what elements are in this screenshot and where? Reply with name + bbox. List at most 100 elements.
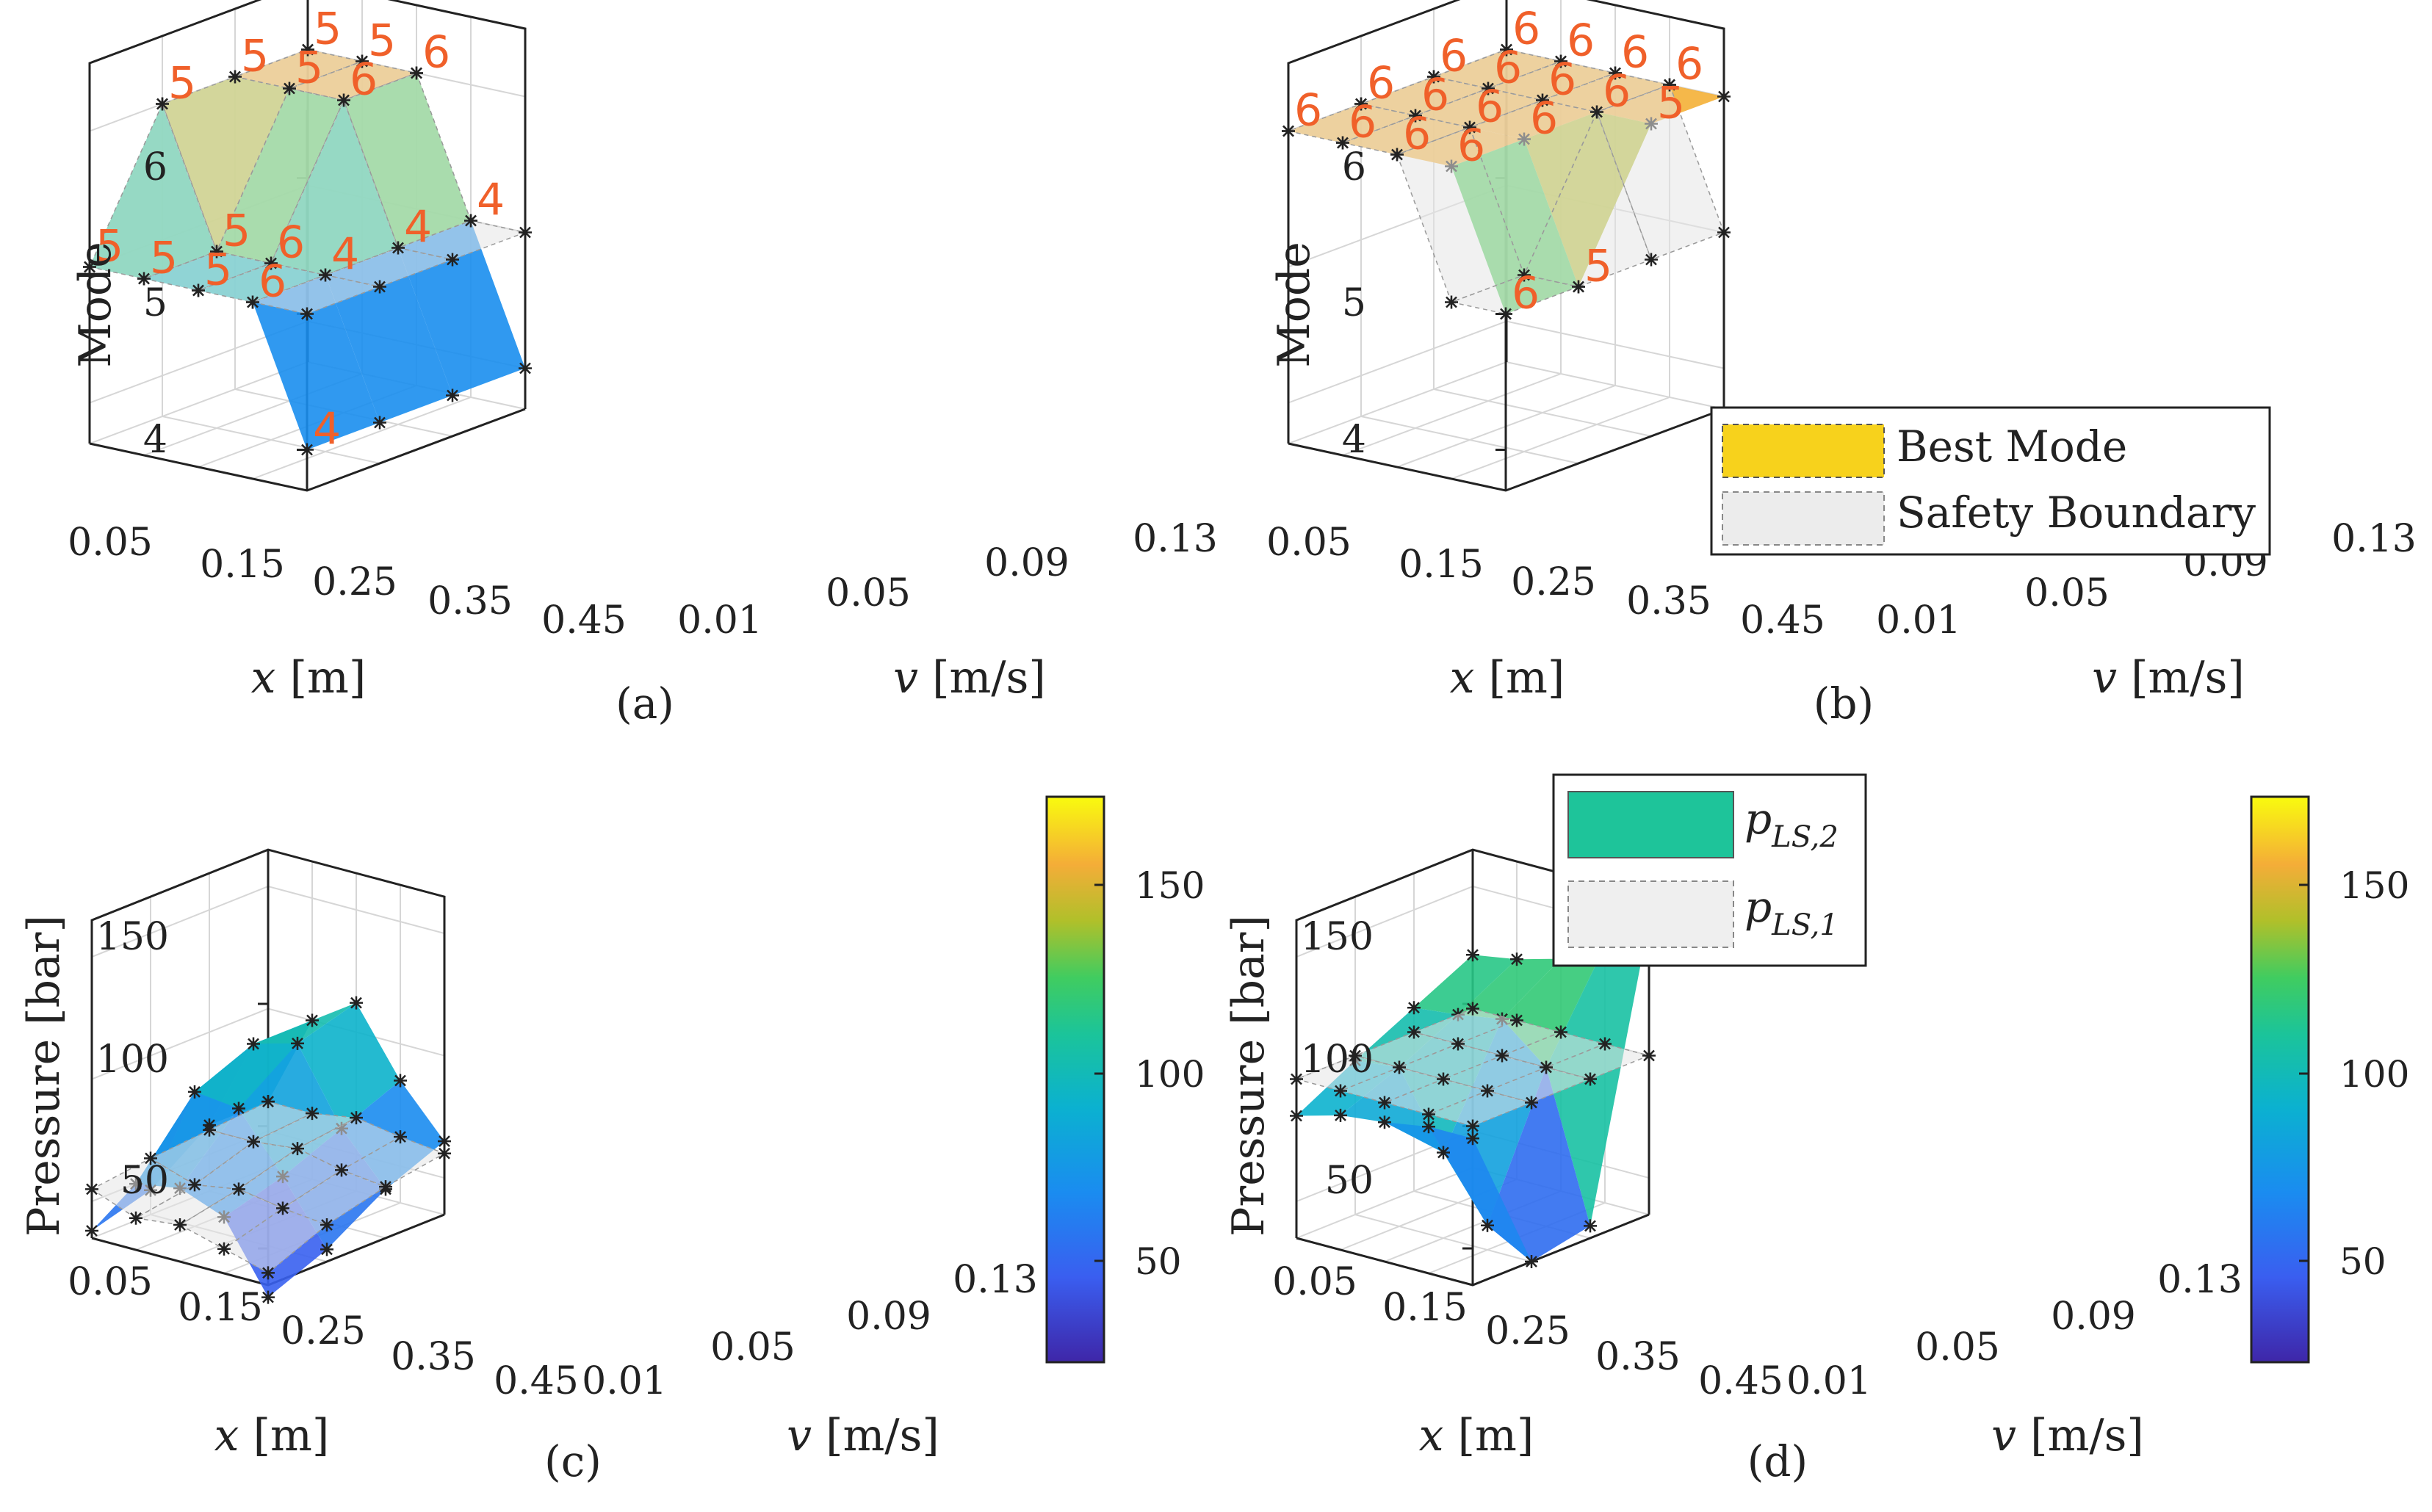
panel-a-grid-marker [446,388,459,402]
panel-a-mode-label: 5 [223,206,250,257]
panel-a-mode-label: 5 [295,43,323,94]
panel-a-x-label: x [m] [251,652,367,703]
panel-d-grid-marker [1451,1037,1465,1051]
panel-a-grid-marker [83,260,96,274]
panel-d-legend-pls1: pLS,1 [1744,882,1839,942]
panel-b-mode-label: 6 [1621,27,1649,79]
panel-b-mode-label: 6 [1403,109,1431,160]
panel-b-x-label: x [m] [1450,652,1565,703]
panel-d-grid-marker [1525,1096,1538,1110]
panel-d-y-label: v [m/s] [1991,1410,2144,1461]
panel-c-boundary-patch [207,1101,314,1143]
panel-d-grid-marker [1437,1146,1450,1160]
panel-c-grid-marker [203,1123,216,1137]
panel-a-x-tick: 0.05 [68,521,153,565]
panel-d-colorbar-tick: 100 [2339,1053,2409,1096]
panel-a-mode-label: 4 [477,175,505,226]
panel-c-y-label: v [m/s] [787,1410,939,1461]
panel-b-legend-boundary: Safety Boundary [1897,488,2256,538]
panel-a-grid-marker [156,97,169,111]
panel-b-mode-label: 6 [1494,43,1522,94]
panel-a-grid-marker [337,93,350,107]
panel-a-y-tick: 0.01 [677,598,762,643]
panel-c-x-tick: 0.15 [178,1286,263,1330]
panel-d-legend-pls1-sub: LS,1 [1771,908,1839,942]
panel-d-floor-grid [1296,1167,1473,1239]
panel-c-grid-marker [173,1218,187,1232]
panel-c-grid-marker [335,1163,348,1177]
panel-c-y-unit: [m/s] [826,1410,939,1461]
panel-b-z-tick: 5 [1342,281,1366,325]
panel-d-colorbar-tick: 150 [2339,864,2409,907]
panel-d-grid-marker [1466,1002,1479,1016]
panel-b-grid-marker [1427,70,1440,84]
panel-a-x-unit: [m] [290,652,367,703]
panel-a-x-tick: 0.15 [200,543,285,587]
panel-c-grid-marker [394,1074,407,1088]
panel-c-grid-marker [291,1036,304,1050]
panel-a-grid-marker [464,214,477,228]
panel-d-grid-marker [1495,1049,1509,1063]
panel-a-grid-marker [137,272,151,286]
panel-a-surface [83,43,532,457]
panel-d-x-tick: 0.05 [1272,1260,1357,1304]
panel-b-y-symbol: v [2092,652,2117,703]
panel-d-y-tick: 0.05 [1915,1325,2000,1370]
panel-c-grid-marker [232,1102,245,1115]
panel-a-grid-marker [319,268,332,282]
panel-c-x-tick: 0.45 [494,1359,579,1403]
panel-d-grid-marker [1466,1119,1479,1133]
panel-c-x-tick: 0.25 [281,1309,366,1353]
panel-a-floor-grid [252,397,472,480]
panel-d-z-label: Pressure [bar] [1223,915,1274,1237]
panel-d-x-tick: 0.15 [1382,1286,1468,1330]
panel-c-grid-marker [188,1178,201,1192]
panel-a-grid-marker [283,82,296,95]
panel-d-caption: (d) [1747,1436,1808,1486]
panel-a-floor-grid [162,416,380,464]
panel-c-grid-marker [144,1151,157,1165]
panel-d-z-tick: 50 [1325,1159,1374,1203]
panel-c-grid-marker [394,1130,407,1144]
panel-b-mode-label: 5 [1584,241,1612,292]
panel-b-grid-marker [1500,43,1513,57]
panel-c-grid-marker [247,1135,260,1149]
panel-d-grid-marker [1393,1060,1406,1074]
panel-d-grid-marker [1378,1096,1391,1110]
panel-b-grid-marker [1536,93,1549,107]
panel-a-grid-marker [391,241,405,255]
panel-b-boundary-patch [1469,99,1598,277]
panel-a-y-tick: 0.09 [984,541,1069,585]
panel-b-legend-best: Best Mode [1897,422,2127,471]
panel-d-grid-marker [1378,1115,1391,1129]
panel-b-grid-marker [1572,280,1585,294]
panel-b-mode-label: 6 [1476,82,1504,133]
panel-d-grid-marker [1481,1084,1494,1098]
panel-a-mode-label: 5 [204,245,232,296]
panel-c-grid-marker [261,1266,275,1280]
panel-d-surface [1290,914,1656,1268]
panel-c-colorbar-tick: 50 [1135,1240,1182,1283]
panel-b-mode-label: 6 [1567,15,1595,67]
panel-d-grid-marker [1334,1084,1347,1098]
panel-c-surface-patch [195,1043,297,1109]
panel-d-floor-grid [1354,1214,1532,1262]
panel-a-mode-label: 4 [313,404,341,455]
panel-a-floor-grid [89,361,308,444]
panel-a-grid-marker [519,225,532,239]
panel-b-mode-label: 6 [1512,4,1540,55]
panel-d-colorbar: 50 100 150 [2250,795,2409,1364]
panel-a-grid-marker [410,66,423,80]
panel-b-x-symbol: x [1450,652,1475,703]
panel-c-boundary-patch [90,1157,196,1219]
panel-d-y-tick: 0.09 [2051,1295,2136,1339]
panel-a-grid-marker [300,443,314,457]
panel-b-floor-grid [1288,361,1507,444]
panel-c-colorbar-bar [1045,795,1105,1364]
panel-c: 50 100 150 0.05 0.15 0.25 0.35 0.45 0.01… [18,795,1205,1486]
panel-c-caption: (c) [544,1436,602,1486]
